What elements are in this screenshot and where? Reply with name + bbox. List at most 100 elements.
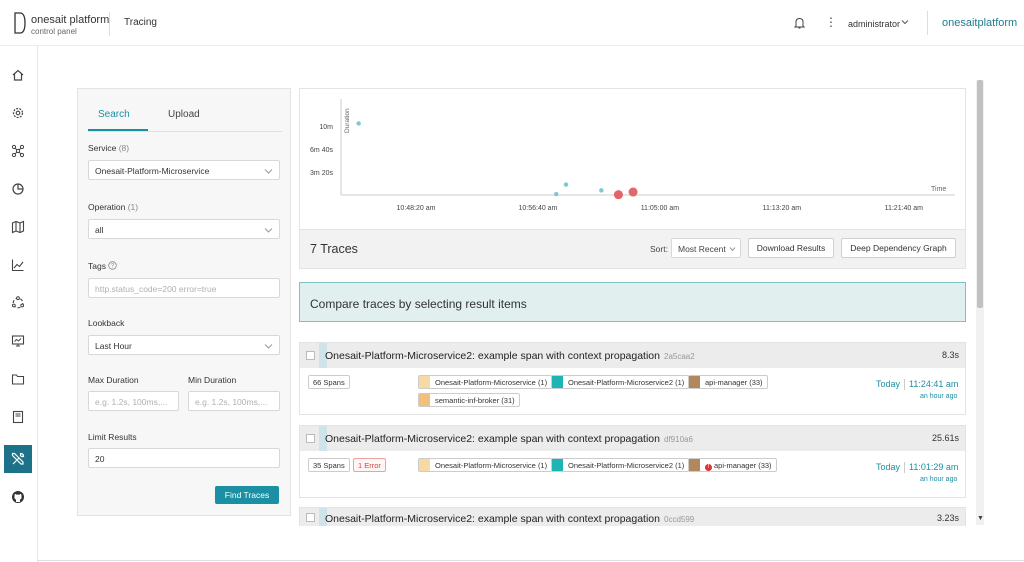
x-axis-label: Time xyxy=(931,186,946,193)
service-color-swatch xyxy=(419,394,430,406)
service-tag-label: Onesait-Platform-Microservice (1) xyxy=(435,461,548,470)
trace-duration-band xyxy=(319,343,327,368)
operation-select[interactable]: all xyxy=(88,219,280,239)
trace-header[interactable]: Onesait-Platform-Microservice2: example … xyxy=(300,343,965,368)
chevron-down-icon xyxy=(264,228,273,233)
trace-point-error xyxy=(628,187,638,197)
trace-name-text: Onesait-Platform-Microservice2: example … xyxy=(325,433,660,445)
service-tag: Onesait-Platform-Microservice2 (1) xyxy=(551,458,690,472)
trace-relative-time: an hour ago xyxy=(920,393,958,400)
service-tag-label: semantic-inf-broker (31) xyxy=(435,396,515,405)
traces-count: 7 Traces xyxy=(310,242,358,256)
service-label-text: Service xyxy=(88,143,117,153)
service-tag: ! api-manager (33) xyxy=(688,458,777,472)
trace-day: Today xyxy=(876,379,901,389)
sidebar-item-github[interactable] xyxy=(4,483,32,511)
sidebar xyxy=(0,46,38,562)
divider xyxy=(904,462,905,473)
trace-name[interactable]: Onesait-Platform-Microservice2: example … xyxy=(325,433,693,445)
min-duration-label: Min Duration xyxy=(188,375,237,385)
scrollbar-thumb[interactable] xyxy=(977,80,983,308)
trace-checkbox[interactable] xyxy=(306,351,315,360)
spans-count: 35 Spans xyxy=(308,458,350,472)
divider xyxy=(38,560,1024,561)
x-tick-label: 11:05:00 am xyxy=(641,205,680,212)
share-icon xyxy=(11,296,25,309)
tags-input[interactable]: http.status_code=200 error=true xyxy=(88,278,280,298)
trace-name-text: Onesait-Platform-Microservice2: example … xyxy=(325,350,660,362)
scroll-down-arrow[interactable]: ▼ xyxy=(977,515,984,522)
max-duration-label: Max Duration xyxy=(88,375,139,385)
limit-results-input[interactable]: 20 xyxy=(88,448,280,468)
find-traces-button[interactable]: Find Traces xyxy=(215,486,279,504)
map-icon xyxy=(11,220,25,234)
sidebar-item-docs[interactable] xyxy=(4,403,32,431)
monitor-icon xyxy=(11,335,25,347)
trace-item[interactable]: Onesait-Platform-Microservice2: example … xyxy=(299,342,966,415)
sidebar-item-sharing[interactable] xyxy=(4,289,32,317)
trace-start-time: 11:24:41 am xyxy=(909,379,959,389)
tab-search[interactable]: Search xyxy=(98,109,130,120)
min-duration-input[interactable]: e.g. 1.2s, 100ms,... xyxy=(188,391,280,411)
sidebar-item-settings[interactable] xyxy=(4,99,32,127)
service-tag-label: Onesait-Platform-Microservice2 (1) xyxy=(568,461,685,470)
trace-name[interactable]: Onesait-Platform-Microservice2: example … xyxy=(325,350,695,362)
trace-duration: 25.61s xyxy=(931,433,959,443)
x-tick-label: 11:21:40 am xyxy=(885,205,924,212)
service-select[interactable]: Onesait-Platform-Microservice xyxy=(88,160,280,180)
y-axis-label: Duration xyxy=(344,108,351,133)
service-tag: Onesait-Platform-Microservice (1) xyxy=(418,458,553,472)
service-count: (8) xyxy=(118,143,130,153)
error-count-badge: 1 Error xyxy=(353,458,386,472)
sidebar-item-home[interactable] xyxy=(4,61,32,89)
deep-dependency-graph-button[interactable]: Deep Dependency Graph xyxy=(841,238,956,258)
sort-select[interactable]: Most Recent xyxy=(671,238,741,258)
tags-label-text: Tags xyxy=(88,261,106,271)
github-icon xyxy=(12,491,24,503)
more-options-icon[interactable]: ⋮ xyxy=(825,15,837,29)
y-tick-label: 10m xyxy=(319,124,333,131)
trace-point-error xyxy=(613,190,623,200)
home-icon xyxy=(12,69,24,81)
sort-label: Sort: xyxy=(650,244,668,254)
service-tag-label: api-manager (33) xyxy=(714,461,772,470)
trace-point xyxy=(599,188,604,193)
user-menu[interactable]: administrator xyxy=(848,19,901,29)
y-tick-label: 6m 40s xyxy=(310,147,333,154)
trace-item[interactable]: Onesait-Platform-Microservice2: example … xyxy=(299,507,966,526)
network-icon xyxy=(11,144,25,158)
chevron-down-icon[interactable] xyxy=(901,18,909,26)
chevron-down-icon xyxy=(729,247,736,252)
trace-header[interactable]: Onesait-Platform-Microservice2: example … xyxy=(300,426,965,451)
max-duration-input[interactable]: e.g. 1.2s, 100ms,... xyxy=(88,391,179,411)
sidebar-item-analytics[interactable] xyxy=(4,251,32,279)
brand-subtitle: control panel xyxy=(31,27,77,36)
trace-checkbox[interactable] xyxy=(306,513,315,522)
sidebar-item-monitoring[interactable] xyxy=(4,327,32,355)
lookback-label: Lookback xyxy=(88,318,125,328)
chart-svg: 3m 20s 6m 40s 10m 10:48:20 am 10:56:40 am 11:… xyxy=(310,99,955,212)
help-icon[interactable]: ? xyxy=(108,261,118,270)
sidebar-item-files[interactable] xyxy=(4,365,32,393)
sidebar-item-tools[interactable] xyxy=(4,445,32,473)
divider xyxy=(927,11,928,35)
y-tick-label: 3m 20s xyxy=(310,170,333,177)
trace-name[interactable]: Onesait-Platform-Microservice2: example … xyxy=(325,513,694,525)
pie-chart-icon xyxy=(12,183,24,195)
sidebar-item-network[interactable] xyxy=(4,137,32,165)
brand-link[interactable]: onesaitplatform xyxy=(942,17,1018,29)
compare-text: Compare traces by selecting result items xyxy=(310,297,527,311)
x-tick-label: 10:48:20 am xyxy=(397,205,436,212)
download-results-button[interactable]: Download Results xyxy=(748,238,834,258)
lookback-select[interactable]: Last Hour xyxy=(88,335,280,355)
trace-header[interactable]: Onesait-Platform-Microservice2: example … xyxy=(300,508,965,526)
tab-upload[interactable]: Upload xyxy=(168,109,200,120)
trace-item[interactable]: Onesait-Platform-Microservice2: example … xyxy=(299,425,966,498)
traces-scatter-chart: 3m 20s 6m 40s 10m 10:48:20 am 10:56:40 am 11:… xyxy=(299,88,966,230)
bell-icon[interactable] xyxy=(794,17,805,29)
sidebar-item-dashboards[interactable] xyxy=(4,175,32,203)
chevron-down-icon xyxy=(264,344,273,349)
trace-checkbox[interactable] xyxy=(306,434,315,443)
sidebar-item-maps[interactable] xyxy=(4,213,32,241)
x-tick-label: 11:13:20 am xyxy=(763,205,802,212)
